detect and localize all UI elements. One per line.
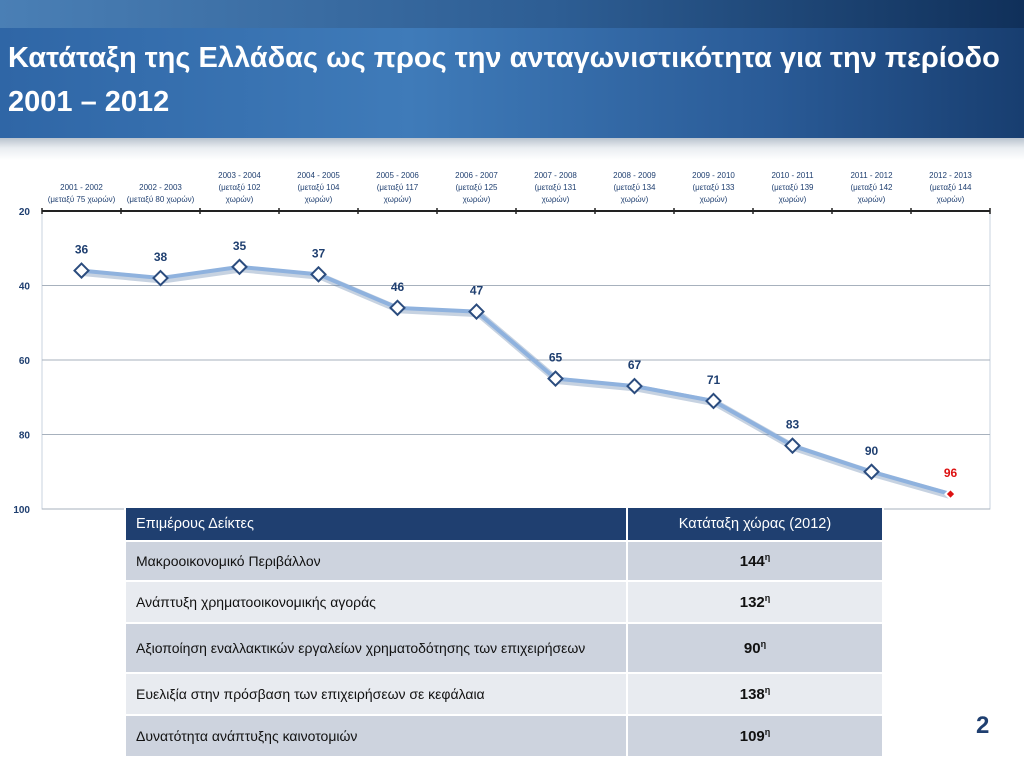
x-tick-label: 2012 - 2013 (μεταξύ 144 χωρών) — [929, 171, 972, 204]
rank-suffix: η — [764, 593, 771, 603]
data-point — [784, 437, 801, 455]
data-point — [152, 269, 169, 287]
rank-suffix: η — [764, 685, 771, 695]
title-shadow — [0, 138, 1024, 160]
data-point — [547, 370, 564, 388]
data-label: 65 — [549, 351, 563, 365]
rank-suffix: η — [760, 639, 767, 649]
x-tick-label: 2007 - 2008 (μεταξύ 131 χωρών) — [534, 171, 577, 204]
y-tick-label: 80 — [19, 431, 31, 442]
indicator-rank: 90η — [626, 622, 884, 674]
data-point — [626, 377, 643, 395]
data-point — [389, 299, 406, 317]
header-strip — [0, 0, 1024, 28]
data-label: 36 — [75, 243, 89, 257]
x-tick-label: 2006 - 2007 (μεταξύ 125 χωρών) — [455, 171, 498, 204]
data-label: 37 — [312, 246, 326, 260]
data-point — [944, 487, 957, 501]
data-label: 71 — [707, 373, 721, 387]
rank-value: 138 — [739, 686, 765, 703]
y-tick-label: 20 — [19, 207, 31, 218]
y-tick-label: 100 — [13, 505, 30, 516]
table-row: Ευελιξία στην πρόσβαση των επιχειρήσεων … — [124, 672, 884, 716]
x-tick-label: 2005 - 2006 (μεταξύ 117 χωρών) — [376, 171, 419, 204]
x-tick-label: 2001 - 2002 (μεταξύ 75 χωρών) — [48, 183, 116, 204]
data-point — [863, 463, 880, 481]
indicator-rank: 138η — [626, 672, 884, 716]
indicator-label: Ανάπτυξη χρηματοοικονομικής αγοράς — [124, 580, 628, 624]
data-label: 35 — [233, 239, 247, 253]
x-tick-label: 2002 - 2003 (μεταξύ 80 χωρών) — [127, 183, 195, 204]
rank-value: 109 — [739, 728, 765, 745]
indicator-rank: 109η — [626, 714, 884, 758]
rank-suffix: η — [764, 552, 771, 562]
series-line — [81, 264, 952, 497]
data-point — [705, 392, 722, 410]
table-row: Μακροοικονομικό Περιβάλλον 144η — [124, 540, 884, 582]
indicator-rank: 132η — [626, 580, 884, 624]
data-point — [310, 265, 327, 283]
rank-suffix: η — [764, 727, 771, 737]
table-row: Δυνατότητα ανάπτυξης καινοτομιών 109η — [124, 714, 884, 758]
data-label: 96 — [944, 466, 958, 480]
indicator-label: Ευελιξία στην πρόσβαση των επιχειρήσεων … — [124, 672, 628, 716]
indicator-label: Δυνατότητα ανάπτυξης καινοτομιών — [124, 714, 628, 758]
rank-value: 132 — [739, 594, 765, 611]
table-row: Ανάπτυξη χρηματοοικονομικής αγοράς 132η — [124, 580, 884, 624]
indicator-label: Αξιοποίηση εναλλακτικών εργαλείων χρηματ… — [124, 622, 628, 674]
x-tick-label: 2003 - 2004 (μεταξύ 102 χωρών) — [218, 171, 261, 204]
data-label: 90 — [865, 444, 879, 458]
data-point — [468, 303, 485, 320]
data-label: 38 — [154, 250, 168, 264]
data-point — [73, 262, 90, 280]
x-tick-label: 2008 - 2009 (μεταξύ 134 χωρών) — [613, 171, 656, 204]
rank-value: 90 — [743, 640, 761, 657]
x-tick-label: 2010 - 2011 (μεταξύ 139 χωρών) — [771, 171, 814, 204]
page-number: 2 — [976, 712, 990, 739]
indicator-label: Μακροοικονομικό Περιβάλλον — [124, 540, 628, 582]
data-label: 83 — [786, 418, 800, 432]
y-tick-label: 40 — [19, 282, 31, 293]
rank-value: 144 — [739, 553, 765, 570]
table-header-row: Επιμέρους Δείκτες Κατάταξη χώρας (2012) — [124, 506, 884, 542]
data-point — [231, 258, 248, 276]
data-label: 46 — [391, 280, 405, 294]
title-banner: Κατάταξη της Ελλάδας ως προς την ανταγων… — [0, 28, 1024, 138]
y-tick-label: 60 — [19, 356, 31, 367]
page-title: Κατάταξη της Ελλάδας ως προς την ανταγων… — [8, 42, 1000, 118]
x-tick-label: 2004 - 2005 (μεταξύ 104 χωρών) — [297, 171, 340, 204]
data-label: 47 — [470, 284, 484, 298]
data-label: 67 — [628, 358, 642, 372]
indicators-table: Επιμέρους Δείκτες Κατάταξη χώρας (2012) … — [124, 506, 884, 758]
table-row: Αξιοποίηση εναλλακτικών εργαλείων χρηματ… — [124, 622, 884, 674]
x-tick-label: 2009 - 2010 (μεταξύ 133 χωρών) — [692, 171, 735, 204]
x-tick-label: 2011 - 2012 (μεταξύ 142 χωρών) — [850, 171, 893, 204]
ranking-line-chart: 20 40 60 80 100 2001 - 2002 (μεταξύ 75 χωρών) 2… — [13, 171, 991, 516]
indicator-rank: 144η — [626, 540, 884, 582]
header-rank: Κατάταξη χώρας (2012) — [626, 506, 884, 542]
header-indicators: Επιμέρους Δείκτες — [124, 506, 628, 542]
